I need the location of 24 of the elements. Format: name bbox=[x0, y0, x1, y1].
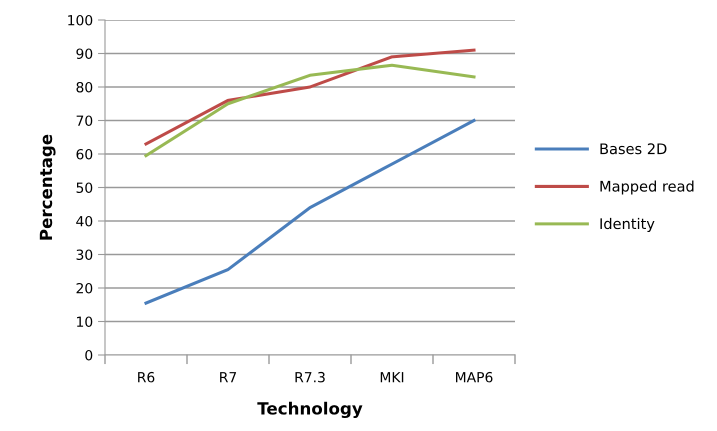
y-tick-label: 50 bbox=[76, 182, 92, 193]
y-tick-label: 70 bbox=[76, 115, 92, 126]
legend-label: Mapped read bbox=[600, 180, 694, 195]
x-tick-label: R7 bbox=[220, 372, 236, 382]
y-tick-label: 60 bbox=[76, 148, 92, 160]
y-tick-label: 100 bbox=[68, 14, 92, 26]
line-series bbox=[144, 64, 476, 158]
y-axis-title: Percentage bbox=[40, 134, 56, 240]
legend-label: Identity bbox=[600, 218, 654, 232]
legend-label: Bases 2D bbox=[600, 143, 666, 154]
y-tick-label: 90 bbox=[76, 48, 92, 59]
y-tick-label: 20 bbox=[76, 282, 92, 294]
line-series bbox=[144, 118, 476, 305]
x-tick-label: R7.3 bbox=[295, 372, 325, 382]
x-tick-label: MKI bbox=[380, 372, 404, 382]
line-series bbox=[144, 48, 476, 146]
x-axis-title: Technology bbox=[257, 402, 362, 418]
x-tick-label: MAP6 bbox=[456, 372, 492, 382]
y-tick-label: 80 bbox=[76, 82, 92, 92]
y-tick-label: 40 bbox=[76, 216, 92, 226]
y-tick-label: 0 bbox=[85, 350, 92, 360]
y-tick-label: 10 bbox=[77, 316, 92, 327]
y-tick-label: 30 bbox=[76, 249, 92, 260]
x-tick-label: R6 bbox=[138, 372, 154, 382]
